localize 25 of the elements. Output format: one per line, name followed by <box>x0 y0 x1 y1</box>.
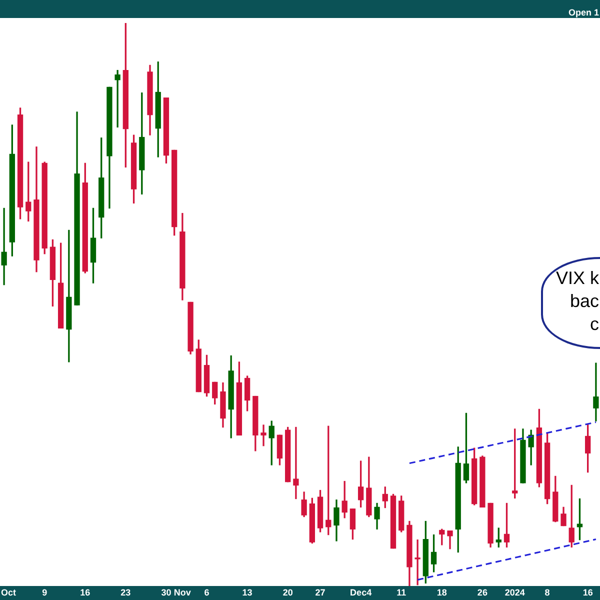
x-tick-label: 27 <box>315 587 326 598</box>
x-tick-label: 20 <box>282 587 293 598</box>
x-tick-label: 18 <box>436 587 447 598</box>
x-tick-label: 16 <box>80 587 90 598</box>
x-tick-label: 9 <box>42 587 48 598</box>
x-tick-label: Dec4 <box>350 587 372 598</box>
x-tick-label: 26 <box>477 587 488 598</box>
candlestick <box>293 426 299 500</box>
candlestick <box>593 362 599 422</box>
x-tick-label: 16 <box>582 587 593 598</box>
x-tick-label: 8 <box>544 587 550 598</box>
candlestick <box>414 540 420 586</box>
annotation: VIX k bac c <box>556 267 599 336</box>
candlestick <box>114 70 120 128</box>
candlestick <box>1 208 7 286</box>
x-tick-label: Nov <box>174 587 191 598</box>
x-tick-label: 23 <box>120 587 131 598</box>
x-tick-label: 6 <box>204 587 210 598</box>
x-tick-label: 13 <box>242 587 252 598</box>
x-tick-label: 11 <box>396 587 406 598</box>
candlestick <box>260 424 266 446</box>
x-tick-label: 2024 <box>504 587 525 598</box>
x-tick-label: 30 <box>161 587 172 598</box>
text: Open 1 <box>568 7 599 18</box>
x-tick-label: Oct <box>0 587 16 598</box>
